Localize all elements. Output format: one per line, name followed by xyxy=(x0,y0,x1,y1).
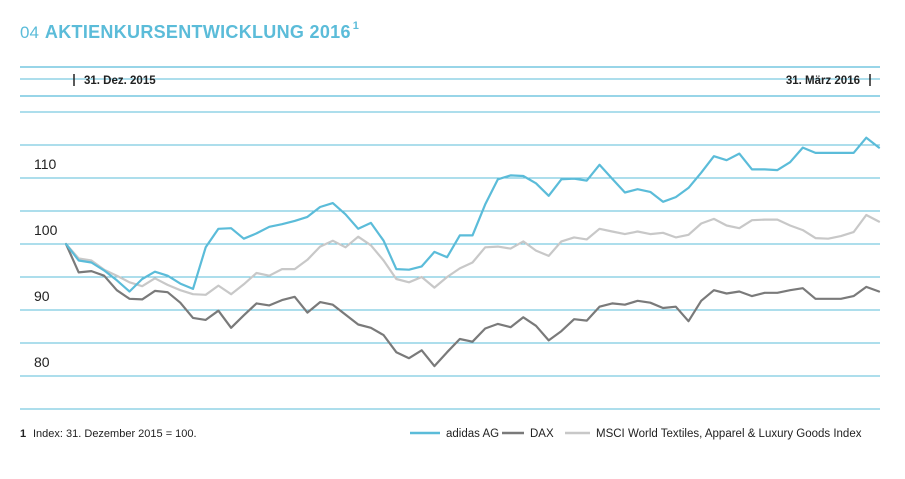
series-line-dax xyxy=(64,242,881,368)
footnote-text: Index: 31. Dezember 2015 = 100. xyxy=(33,428,197,440)
y-axis-ticks: 110 100 90 80 xyxy=(34,156,58,370)
figure-header: 04 AKTIENKURSENTWICKLUNG 2016 1 xyxy=(20,20,359,43)
y-tick-label: 110 xyxy=(34,156,57,172)
legend-label: DAX xyxy=(530,428,554,440)
legend: adidas AG DAX MSCI World Textiles, Apparel… xyxy=(410,428,862,440)
series-line-msci xyxy=(64,213,881,296)
figure-title: AKTIENKURSENTWICKLUNG 2016 xyxy=(44,22,351,42)
title-footnote-marker: 1 xyxy=(352,20,359,32)
series-line-adidas xyxy=(64,136,881,293)
footnote-number: 1 xyxy=(20,428,26,440)
y-tick-label: 80 xyxy=(34,354,50,370)
end-date-label: 31. März 2016 xyxy=(786,75,860,87)
series-lines xyxy=(64,136,881,368)
y-tick-label: 90 xyxy=(34,288,50,304)
grid-lines xyxy=(20,66,880,410)
date-range-labels: 31. Dez. 2015 31. März 2016 xyxy=(73,74,871,87)
start-date-label: 31. Dez. 2015 xyxy=(84,75,156,87)
y-tick-label: 100 xyxy=(34,222,58,238)
chart-footer: 1 Index: 31. Dezember 2015 = 100. adidas… xyxy=(20,428,862,440)
legend-label: adidas AG xyxy=(446,428,499,440)
figure-number: 04 xyxy=(20,22,39,42)
legend-label: MSCI World Textiles, Apparel & Luxury Go… xyxy=(596,428,862,440)
